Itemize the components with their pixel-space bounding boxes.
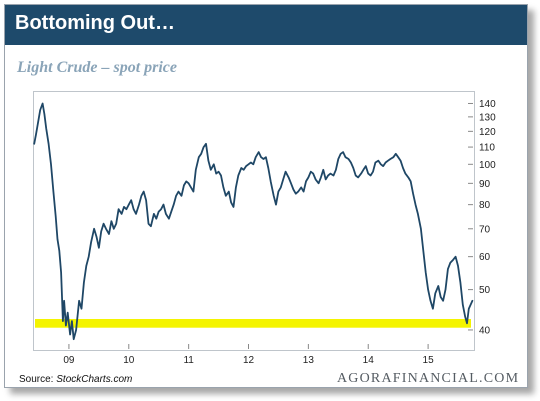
y-tick-label: 110 (479, 143, 495, 154)
chart-headline: Bottoming Out… (15, 12, 175, 34)
x-tick-label: 11 (183, 355, 194, 366)
price-chart: 40 50 60 70 80 90 100 110 120 130 140 09 10 11 12 13 14 1… (33, 99, 496, 366)
y-tick-label: 140 (479, 99, 496, 110)
y-tick-label: 90 (479, 179, 491, 190)
chart-title: Light Crude – spot price (17, 59, 178, 76)
plot-area (33, 91, 475, 351)
publisher-logo: AGORAFINANCIAL.COM (337, 371, 520, 386)
x-tick-label: 12 (243, 355, 255, 366)
support-band (35, 318, 471, 328)
y-tick-label: 80 (479, 200, 491, 211)
y-tick-label: 120 (479, 127, 496, 138)
source-label: Source: (19, 374, 57, 385)
price-series-line (33, 102, 474, 341)
x-tick-label: 10 (123, 355, 135, 366)
y-tick-label: 70 (479, 224, 491, 235)
source-note: Source: StockCharts.com (19, 374, 132, 385)
x-tick-label: 15 (423, 355, 435, 366)
x-tick-label: 13 (303, 355, 315, 366)
source-name: StockCharts.com (56, 374, 133, 385)
x-tick-label: 09 (63, 355, 75, 366)
header-bar: Bottoming Out… (5, 5, 527, 45)
y-tick-label: 40 (479, 325, 491, 336)
x-tick-label: 14 (363, 355, 375, 366)
y-tick-label: 50 (479, 285, 491, 296)
chart-frame: Bottoming Out… Light Crude – spot price … (4, 4, 528, 388)
y-tick-label: 100 (479, 160, 496, 171)
y-tick-label: 60 (479, 252, 491, 263)
y-tick-label: 130 (479, 112, 496, 123)
